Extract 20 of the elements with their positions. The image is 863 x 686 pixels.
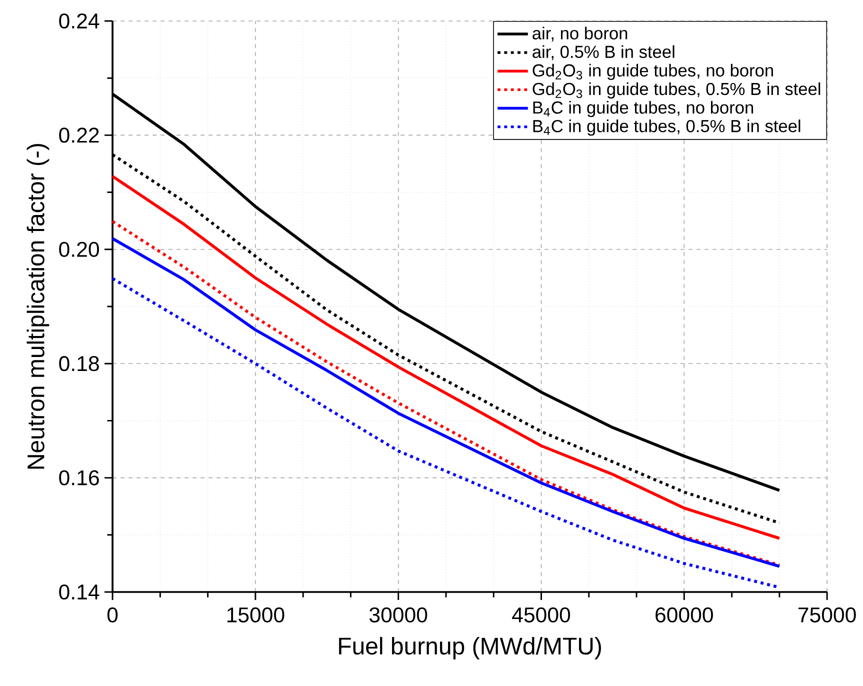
- x-tick-label: 75000: [798, 607, 856, 622]
- legend-label: air, no boron: [532, 26, 628, 42]
- y-tick-label: 0.18: [59, 356, 99, 372]
- y-axis-title: Neutron multiplication factor (-): [26, 144, 50, 469]
- y-tick-label: 0.14: [59, 584, 100, 600]
- x-tick-label: 15000: [227, 607, 284, 622]
- y-tick-label: 0.16: [59, 470, 99, 486]
- x-tick-label: 30000: [370, 607, 428, 622]
- y-tick-label: 0.20: [59, 242, 99, 257]
- x-tick-label: 0: [107, 607, 118, 622]
- x-tick-label: 45000: [512, 607, 570, 622]
- legend-label: air, 0.5% B in steel: [532, 45, 674, 60]
- legend-label: Gd$_{2}$O$_{3}$ in guide tubes, 0.5% B in steel: [532, 82, 820, 99]
- x-axis-title: Fuel burnup (MWd/MTU): [339, 636, 601, 660]
- legend-label: B$_{4}$C in guide tubes, 0.5% B in steel: [533, 120, 800, 136]
- y-tick-label: 0.22: [59, 128, 99, 143]
- legend-label: Gd$_{2}$O$_{3}$ in guide tubes, no boron: [532, 64, 773, 80]
- x-tick-label: 60000: [656, 607, 713, 622]
- legend-label: B$_{4}$C in guide tubes, no boron: [533, 100, 754, 118]
- y-tick-label: 0.24: [59, 13, 100, 29]
